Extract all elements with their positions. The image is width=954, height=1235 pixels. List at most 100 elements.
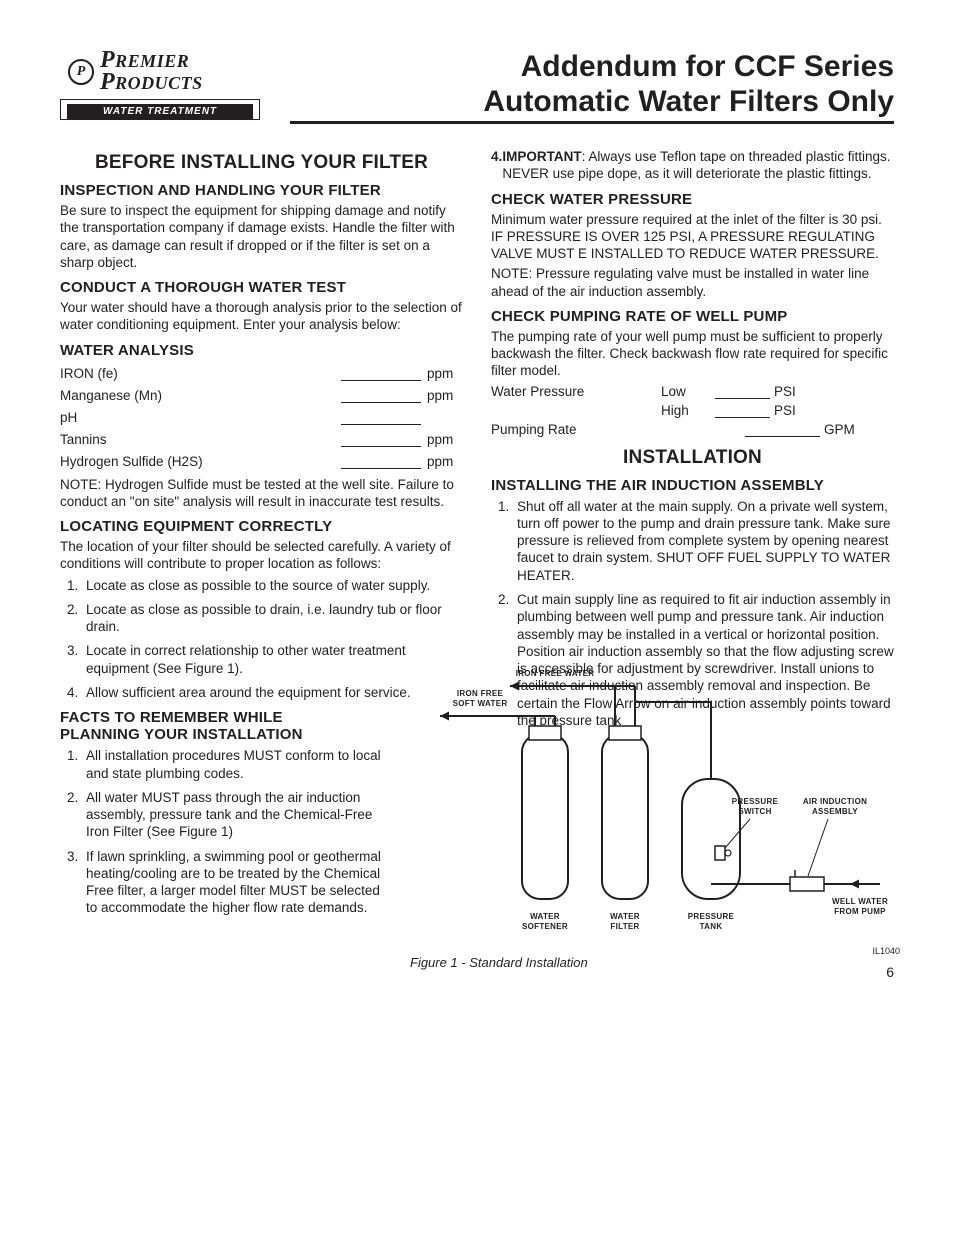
label-well-water-1: WELL WATER xyxy=(832,897,888,906)
analysis-row: IRON (fe) ppm xyxy=(60,366,463,381)
analysis-label: pH xyxy=(60,410,77,425)
heading-installation: INSTALLATION xyxy=(491,447,894,469)
page-number: 6 xyxy=(886,964,894,980)
label-pressure-switch-2: SWITCH xyxy=(738,807,771,816)
heading-before-install: BEFORE INSTALLING YOUR FILTER xyxy=(60,152,463,174)
list-item: All water MUST pass through the air indu… xyxy=(82,789,390,841)
label-soft-water: SOFT WATER xyxy=(453,699,508,708)
heading-locating: LOCATING EQUIPMENT CORRECTLY xyxy=(60,518,463,535)
list-item: All installation procedures MUST conform… xyxy=(82,747,390,782)
heading-water-analysis: WATER ANALYSIS xyxy=(60,342,463,359)
analysis-unit: ppm xyxy=(427,388,463,403)
label-air-induction-2: ASSEMBLY xyxy=(812,807,858,816)
main-title-line1: Addendum for CCF Series xyxy=(521,50,894,83)
analysis-label: IRON (fe) xyxy=(60,366,118,381)
measure-tag: High xyxy=(661,403,711,418)
heading-install-air: INSTALLING THE AIR INDUCTION ASSEMBLY xyxy=(491,477,894,494)
label-water-filter-1: WATER xyxy=(610,912,640,921)
label-iron-free: IRON FREE xyxy=(457,689,504,698)
important-item: 4. IMPORTANT: Always use Teflon tape on … xyxy=(491,148,894,183)
measure-label: Water Pressure xyxy=(491,384,661,399)
logo-icon: P xyxy=(68,59,94,85)
label-air-induction-1: AIR INDUCTION xyxy=(803,797,867,806)
water-filter-icon xyxy=(602,734,648,899)
important-num: 4. xyxy=(491,148,502,183)
list-item: If lawn sprinkling, a swimming pool or g… xyxy=(82,848,390,917)
measure-unit: PSI xyxy=(774,384,814,399)
list-item: Locate as close as possible to drain, i.… xyxy=(82,601,463,636)
analysis-label: Hydrogen Sulfide (H2S) xyxy=(60,454,203,469)
blank-line[interactable] xyxy=(341,411,421,425)
logo-block: P PREMIER PRODUCTS WATER TREATMENT xyxy=(60,50,260,120)
para-pump: The pumping rate of your well pump must … xyxy=(491,328,894,380)
list-item: Locate as close as possible to the sourc… xyxy=(82,577,463,594)
blank-line[interactable] xyxy=(341,455,421,469)
list-item: Shut off all water at the main supply. O… xyxy=(513,498,894,584)
heading-conduct-test: CONDUCT A THOROUGH WATER TEST xyxy=(60,279,463,296)
logo-brand-bottom: PRODUCTS xyxy=(100,72,203,94)
heading-inspection: INSPECTION AND HANDLING YOUR FILTER xyxy=(60,182,463,199)
note-h2s: NOTE: Hydrogen Sulfide must be tested at… xyxy=(60,476,463,511)
para-locating: The location of your filter should be se… xyxy=(60,538,463,573)
analysis-label: Tannins xyxy=(60,432,107,447)
para-pressure: Minimum water pressure required at the i… xyxy=(491,211,894,263)
blank-line[interactable] xyxy=(715,404,770,418)
note-pressure: NOTE: Pressure regulating valve must be … xyxy=(491,265,894,300)
water-softener-icon xyxy=(522,734,568,899)
logo-brand-top: PREMIER xyxy=(100,50,203,72)
analysis-label: Manganese (Mn) xyxy=(60,388,162,403)
important-label: IMPORTANT xyxy=(502,149,581,164)
label-water-filter-2: FILTER xyxy=(610,922,639,931)
measure-row: Water Pressure Low PSI xyxy=(491,384,894,399)
figure-caption: Figure 1 - Standard Installation xyxy=(410,955,900,970)
para-conduct: Your water should have a thorough analys… xyxy=(60,299,463,334)
measure-unit: PSI xyxy=(774,403,814,418)
list-item: Locate in correct relationship to other … xyxy=(82,642,463,677)
heading-facts-2: PLANNING YOUR INSTALLATION xyxy=(60,726,463,743)
figure-1: IRON FREE WATER IRON FREE SOFT WATER xyxy=(410,664,900,970)
blank-line[interactable] xyxy=(745,423,820,437)
measure-row: High PSI xyxy=(491,403,894,418)
analysis-unit: ppm xyxy=(427,366,463,381)
figure-code: IL1040 xyxy=(872,946,900,956)
locating-list: Locate as close as possible to the sourc… xyxy=(60,577,463,702)
left-column: BEFORE INSTALLING YOUR FILTER INSPECTION… xyxy=(60,142,463,924)
analysis-row: Manganese (Mn) ppm xyxy=(60,388,463,403)
measure-tag: Low xyxy=(661,384,711,399)
label-water-softener-1: WATER xyxy=(530,912,560,921)
logo-text: PREMIER PRODUCTS xyxy=(100,50,203,93)
label-iron-free-water: IRON FREE WATER xyxy=(516,669,595,678)
pressure-switch-icon xyxy=(715,846,725,860)
logo-bar-wrap: WATER TREATMENT xyxy=(60,99,260,120)
page: P PREMIER PRODUCTS WATER TREATMENT Adden… xyxy=(0,0,954,1000)
label-pressure-tank-2: TANK xyxy=(700,922,723,931)
main-title-line2: Automatic Water Filters Only xyxy=(483,85,894,118)
analysis-row: pH xyxy=(60,410,463,425)
label-pressure-tank-1: PRESSURE xyxy=(688,912,735,921)
facts-list: All installation procedures MUST conform… xyxy=(60,747,390,916)
blank-line[interactable] xyxy=(715,385,770,399)
logo: P PREMIER PRODUCTS xyxy=(60,50,260,93)
list-item: Allow sufficient area around the equipme… xyxy=(82,684,463,701)
measure-row: Pumping Rate GPM xyxy=(491,422,894,437)
label-well-water-2: FROM PUMP xyxy=(834,907,886,916)
para-inspection: Be sure to inspect the equipment for shi… xyxy=(60,202,463,271)
heading-check-pressure: CHECK WATER PRESSURE xyxy=(491,191,894,208)
measure-unit: GPM xyxy=(824,422,864,437)
blank-line[interactable] xyxy=(341,433,421,447)
blank-line[interactable] xyxy=(341,389,421,403)
installation-diagram: IRON FREE WATER IRON FREE SOFT WATER xyxy=(410,664,900,944)
main-title: Addendum for CCF Series Automatic Water … xyxy=(290,50,894,124)
analysis-unit: ppm xyxy=(427,454,463,469)
analysis-row: Hydrogen Sulfide (H2S) ppm xyxy=(60,454,463,469)
logo-bar: WATER TREATMENT xyxy=(61,104,259,119)
air-induction-icon xyxy=(790,877,824,891)
measure-label: Pumping Rate xyxy=(491,422,661,437)
blank-line[interactable] xyxy=(341,367,421,381)
heading-facts-1: FACTS TO REMEMBER WHILE xyxy=(60,709,463,726)
label-pressure-switch-1: PRESSURE xyxy=(732,797,779,806)
analysis-row: Tannins ppm xyxy=(60,432,463,447)
header-row: P PREMIER PRODUCTS WATER TREATMENT Adden… xyxy=(60,50,894,124)
label-water-softener-2: SOFTENER xyxy=(522,922,568,931)
heading-check-pump: CHECK PUMPING RATE OF WELL PUMP xyxy=(491,308,894,325)
